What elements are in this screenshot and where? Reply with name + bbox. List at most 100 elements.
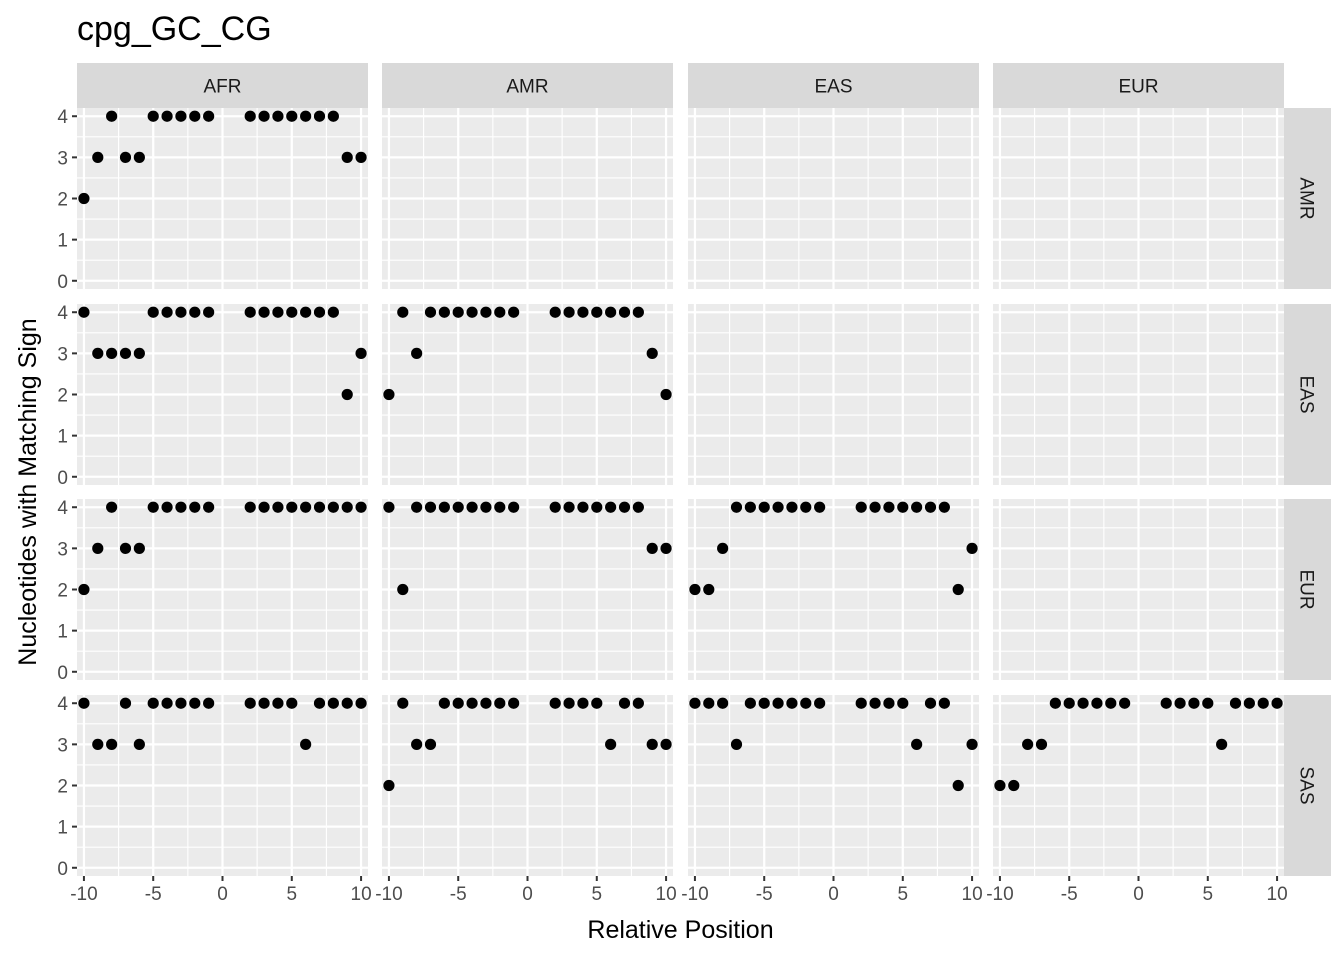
data-point-afr-eas [119, 347, 132, 359]
data-point-eas-eur [689, 583, 701, 596]
data-point-afr-amr [244, 110, 256, 122]
data-point-amr-eur [424, 501, 437, 513]
data-point-eur-sas [1229, 697, 1242, 709]
data-point-eur-sas [1105, 697, 1117, 709]
data-point-afr-eas [189, 306, 201, 318]
x-axis-title: Relative Position [587, 916, 773, 944]
x-tick-label: 0 [217, 884, 228, 905]
facet-strip-row-eur [1284, 499, 1331, 680]
data-point-afr-sas [327, 697, 339, 709]
data-point-eas-eur [869, 501, 881, 513]
data-point-amr-eur [549, 501, 561, 513]
data-point-amr-eur [660, 542, 672, 554]
data-point-afr-amr [272, 110, 284, 122]
y-tick-label: 2 [57, 386, 68, 407]
data-point-afr-eur [300, 501, 312, 513]
data-point-eas-eur [744, 501, 756, 513]
data-point-eas-eur [758, 501, 770, 513]
data-point-afr-amr [92, 151, 104, 163]
data-point-amr-sas [591, 697, 603, 709]
data-point-afr-amr [147, 110, 159, 122]
y-tick-label: 3 [57, 735, 68, 756]
data-point-afr-eas [313, 306, 326, 318]
data-point-afr-eas [244, 306, 256, 318]
data-point-eur-sas [1035, 738, 1048, 750]
facet-strip-eur [993, 63, 1284, 108]
data-point-afr-sas [78, 697, 90, 709]
data-point-afr-amr [313, 110, 326, 122]
data-point-afr-sas [175, 697, 187, 709]
data-point-amr-sas [452, 697, 464, 709]
data-point-eas-sas [924, 697, 937, 709]
data-point-amr-eur [577, 501, 589, 513]
data-point-afr-sas [286, 697, 298, 709]
data-point-amr-sas [577, 697, 589, 709]
data-point-amr-eur [466, 501, 478, 513]
facet-label-col-eur: EUR [1118, 77, 1158, 98]
x-tick-label: -10 [681, 884, 708, 905]
data-point-afr-sas [244, 697, 256, 709]
data-point-afr-eas [203, 306, 215, 318]
x-tick-label: 5 [1202, 884, 1213, 905]
y-tick-label: 1 [57, 818, 68, 839]
data-point-eas-sas [717, 697, 729, 709]
data-point-afr-eas [106, 347, 118, 359]
data-point-amr-eur [397, 583, 409, 596]
data-point-eas-eur [924, 501, 937, 513]
data-point-afr-eas [92, 347, 104, 359]
data-point-amr-eur [411, 501, 423, 513]
data-point-amr-eas [618, 306, 631, 318]
data-point-afr-amr [78, 192, 90, 205]
x-tick-label: -5 [145, 884, 162, 905]
y-tick-label: 4 [57, 303, 68, 324]
data-point-eur-sas [1049, 697, 1061, 709]
data-point-eas-sas [911, 738, 923, 750]
data-point-eas-sas [786, 697, 798, 709]
data-point-amr-sas [411, 738, 423, 750]
data-point-afr-amr [203, 110, 215, 122]
data-point-eur-sas [1091, 697, 1103, 709]
data-point-amr-sas [494, 697, 506, 709]
data-point-amr-eas [605, 306, 617, 318]
x-tick-label: -10 [986, 884, 1013, 905]
data-point-eur-sas [994, 779, 1006, 792]
y-tick-label: 2 [57, 190, 68, 211]
facet-label-row-amr: AMR [1296, 177, 1317, 219]
data-point-afr-eas [78, 306, 90, 318]
data-point-afr-eas [258, 306, 270, 318]
data-point-amr-sas [646, 738, 658, 750]
data-point-afr-amr [286, 110, 298, 122]
x-tick-label: 0 [828, 884, 839, 905]
facet-label-row-sas: SAS [1296, 766, 1317, 804]
data-point-eas-eur [897, 501, 909, 513]
data-point-amr-sas [480, 697, 492, 709]
data-point-eur-sas [1077, 697, 1089, 709]
facet-strip-amr [382, 63, 673, 108]
data-point-eas-sas [855, 697, 867, 709]
data-point-afr-eas [300, 306, 312, 318]
data-point-eas-sas [869, 697, 881, 709]
facet-label-col-afr: AFR [204, 77, 242, 98]
data-point-afr-amr [161, 110, 173, 122]
data-point-eas-sas [966, 738, 978, 750]
x-tick-label: 5 [591, 884, 602, 905]
x-tick-label: -10 [375, 884, 402, 905]
facet-label-row-eur: EUR [1296, 569, 1317, 609]
data-point-afr-eur [244, 501, 256, 513]
data-point-eas-eur [717, 542, 729, 554]
data-point-eas-sas [730, 738, 743, 750]
data-point-afr-eas [272, 306, 284, 318]
data-point-amr-eas [577, 306, 589, 318]
y-tick-label: 0 [57, 859, 68, 880]
x-tick-label: -5 [756, 884, 773, 905]
facet-strip-eas [688, 63, 979, 108]
x-tick-label: 10 [656, 884, 677, 905]
data-point-afr-eas [133, 347, 145, 359]
data-point-amr-eur [494, 501, 506, 513]
data-point-afr-sas [92, 738, 104, 750]
facet-label-row-eas: EAS [1296, 375, 1317, 413]
x-tick-label: 0 [1133, 884, 1144, 905]
data-point-eas-sas [897, 697, 909, 709]
data-point-eas-sas [938, 697, 950, 709]
